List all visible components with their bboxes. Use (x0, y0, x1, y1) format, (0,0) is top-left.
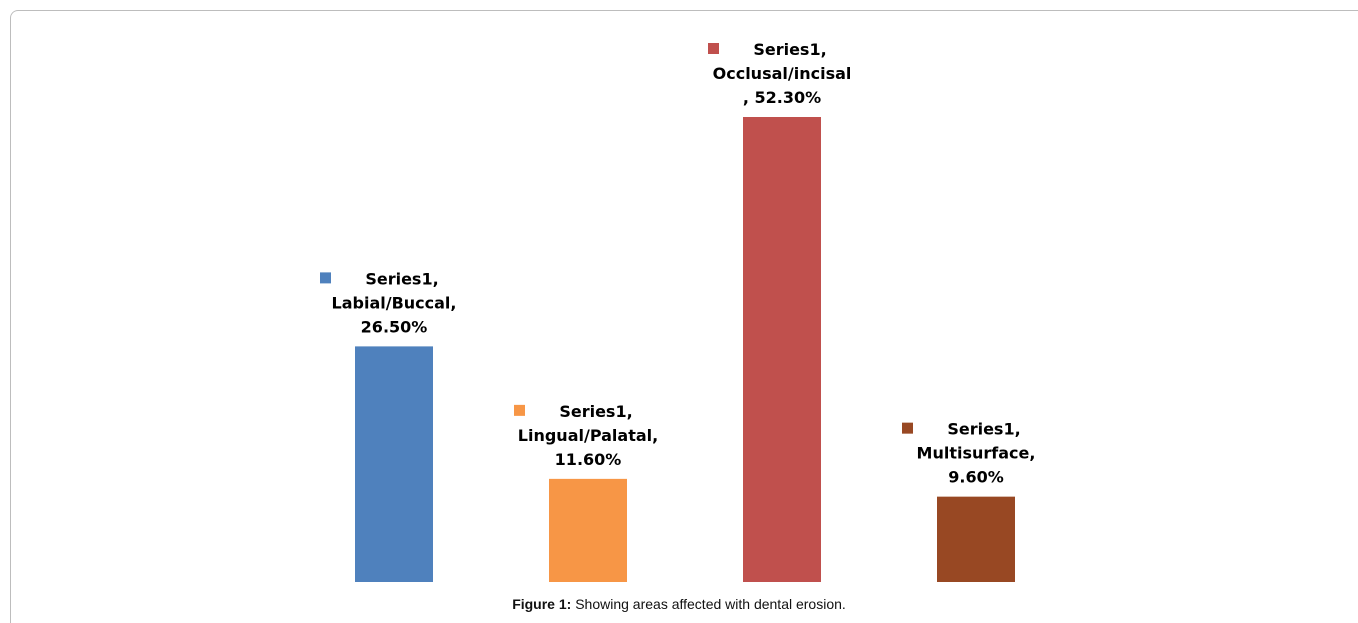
bar-chart: Series1, Labial/Buccal, 26.50% Series1, Ling… (320, 40, 1036, 582)
data-label-line: Labial/Buccal, (332, 293, 457, 312)
data-label-legend-key (320, 272, 331, 284)
data-label-line: Series1, (365, 269, 438, 288)
data-label-line: Occlusal/incisal (713, 64, 852, 83)
bar-labial-buccal (355, 346, 433, 582)
data-label-line: Series1, (947, 420, 1020, 439)
data-label-legend-key (902, 422, 913, 434)
data-label-legend-key (514, 404, 525, 416)
data-label-line: Series1, (753, 40, 826, 59)
data-label-legend-key (708, 43, 719, 54)
caption-label: Figure 1: (512, 596, 572, 612)
data-label-line: 11.60% (555, 450, 622, 469)
data-label-line: Series1, (559, 402, 632, 421)
bar-occlusal-incisal (743, 117, 821, 582)
caption-text: Showing areas affected with dental erosi… (571, 596, 846, 612)
figure-caption: Figure 1: Showing areas affected with de… (0, 596, 1358, 612)
data-label-line: 26.50% (361, 317, 428, 336)
figure-frame (10, 10, 1358, 623)
data-label-line: , 52.30% (743, 88, 821, 107)
data-label-line: Multisurface, (917, 444, 1036, 463)
data-label-line: 9.60% (948, 468, 1004, 487)
data-label-line: Lingual/Palatal, (518, 426, 658, 445)
bar-multisurface (937, 496, 1015, 582)
bar-lingual-palatal (549, 478, 627, 582)
